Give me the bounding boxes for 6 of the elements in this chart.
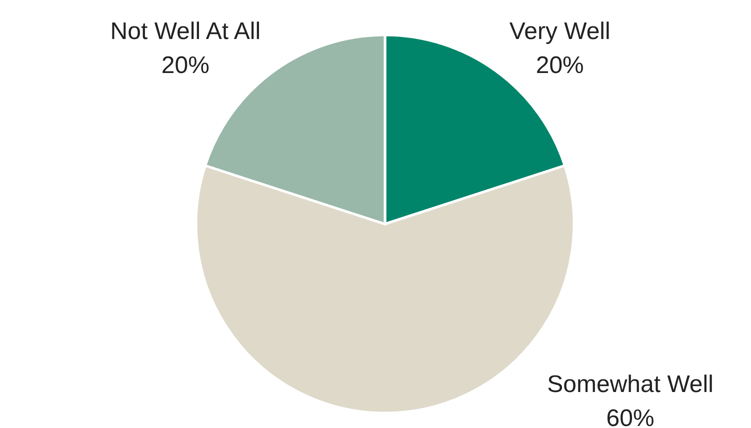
data-label: 20% xyxy=(161,52,210,79)
slice-label: Somewhat Well xyxy=(547,371,714,398)
slice-label: Very Well xyxy=(509,18,610,45)
data-label: 20% xyxy=(536,52,584,79)
data-label: 60% xyxy=(606,405,654,428)
slice-label: Not Well At All xyxy=(110,18,261,45)
